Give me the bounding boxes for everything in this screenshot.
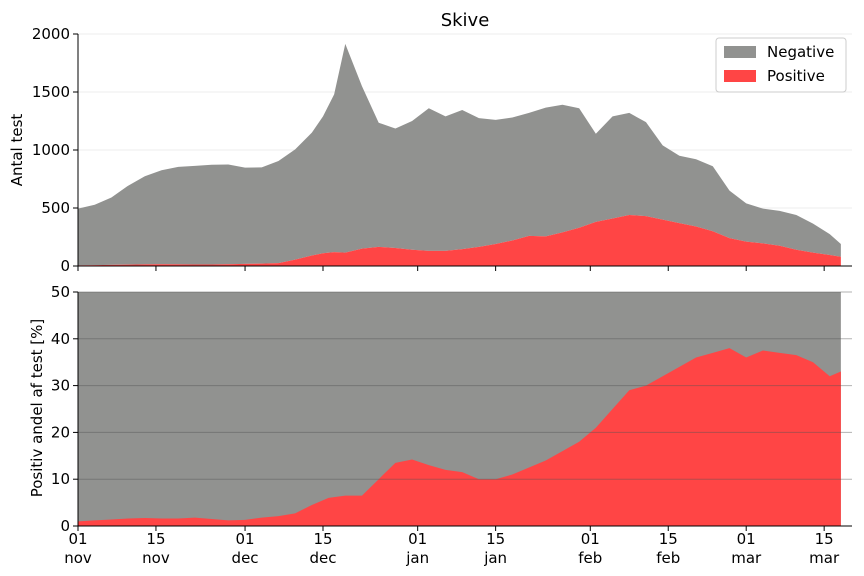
x-tick-day-label: 15: [659, 530, 678, 548]
bottom-y-tick-label: 40: [51, 330, 70, 348]
legend-positive-swatch: [724, 70, 756, 82]
x-tick-month-label: dec: [310, 549, 337, 567]
x-tick-day-label: 01: [737, 530, 756, 548]
legend-negative-label: Negative: [767, 43, 834, 61]
legend-negative-swatch: [724, 46, 756, 58]
top-y-tick-label: 2000: [32, 25, 70, 43]
x-tick-day-label: 01: [68, 530, 87, 548]
top-y-tick-label: 0: [60, 257, 70, 275]
x-tick-day-label: 15: [146, 530, 165, 548]
x-tick-day-label: 15: [486, 530, 505, 548]
top-y-tick-label: 500: [41, 199, 70, 217]
x-tick-month-label: mar: [731, 549, 762, 567]
top-y-axis-label: Antal test: [8, 114, 26, 187]
legend: Negative Positive: [715, 37, 847, 93]
x-tick-day-label: 15: [313, 530, 332, 548]
x-tick-month-label: jan: [405, 549, 429, 567]
x-tick-month-label: jan: [483, 549, 507, 567]
bottom-y-axis-label: Positiv andel af test [%]: [28, 319, 46, 498]
x-tick-month-label: nov: [142, 549, 170, 567]
chart-title: Skive: [441, 10, 490, 31]
top-panel: 0 500 1000 1500 2000: [32, 25, 852, 275]
bottom-y-tick-label: 50: [51, 283, 70, 301]
x-tick-day-label: 01: [236, 530, 255, 548]
x-tick-day-label: 01: [581, 530, 600, 548]
x-tick-month-label: dec: [232, 549, 259, 567]
x-tick-month-label: mar: [809, 549, 840, 567]
x-tick-day-label: 15: [815, 530, 834, 548]
x-tick-month-label: feb: [578, 549, 602, 567]
bottom-y-tick-label: 10: [51, 470, 70, 488]
legend-positive-label: Positive: [767, 67, 825, 85]
top-y-tick-label: 1500: [32, 83, 70, 101]
positive-area-top: [78, 214, 841, 266]
x-tick-month-label: nov: [64, 549, 92, 567]
x-tick-day-label: 01: [408, 530, 427, 548]
negative-area-top: [78, 43, 841, 266]
bottom-y-tick-label: 20: [51, 423, 70, 441]
bottom-panel: 0102030405001nov15nov01dec15dec01jan15ja…: [51, 283, 852, 567]
top-y-tick-label: 1000: [32, 141, 70, 159]
bottom-y-tick-label: 0: [60, 517, 70, 535]
x-tick-month-label: feb: [656, 549, 680, 567]
positive-share-area: [78, 348, 841, 526]
bottom-y-tick-label: 30: [51, 377, 70, 395]
